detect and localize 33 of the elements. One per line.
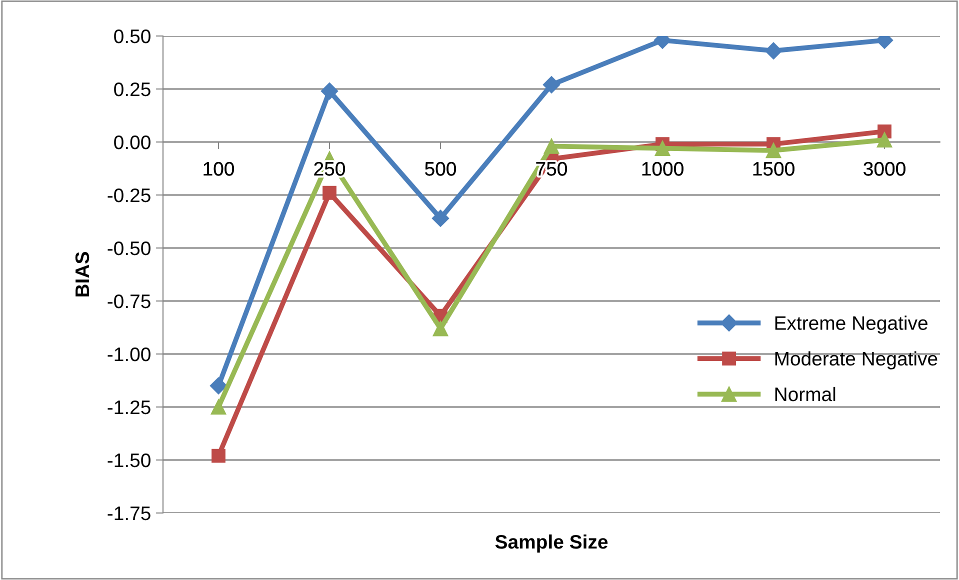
legend-label: Moderate Negative [775,351,938,370]
point [654,140,670,156]
x-tick-label: 100 [204,162,234,176]
x-axis-title: Sample Size [495,534,608,553]
point [876,132,892,148]
y-tick-label: 0.00 [114,135,150,150]
point [210,377,228,394]
x-tick-label: 500 [425,162,456,176]
point [544,138,560,154]
y-tick-label: 0.25 [114,82,150,96]
y-tick-label: -1.00 [108,347,150,362]
x-tick-label: 3000 [864,162,906,176]
y-tick-label: -1.25 [108,400,150,414]
y-tick-label: -0.75 [108,294,150,308]
y-tick-label: -0.50 [108,241,150,256]
x-tick-label: 1500 [753,162,794,176]
legend-label: Normal [775,386,836,402]
point [764,42,782,60]
point [320,82,338,100]
y-axis-title: BIAS [75,252,90,296]
point [322,186,336,200]
y-tick-label: -1.50 [108,453,150,468]
point [766,142,782,158]
legend-label: Extreme Negative [775,316,928,334]
y-tick-label: -0.25 [108,188,150,202]
point [542,76,560,94]
point [432,210,450,227]
x-tick-label: 1000 [642,162,684,176]
point [212,448,226,463]
y-tick-label: 0.50 [114,29,150,44]
point [432,320,448,336]
y-tick-label: -1.75 [108,506,150,520]
point [210,399,226,415]
